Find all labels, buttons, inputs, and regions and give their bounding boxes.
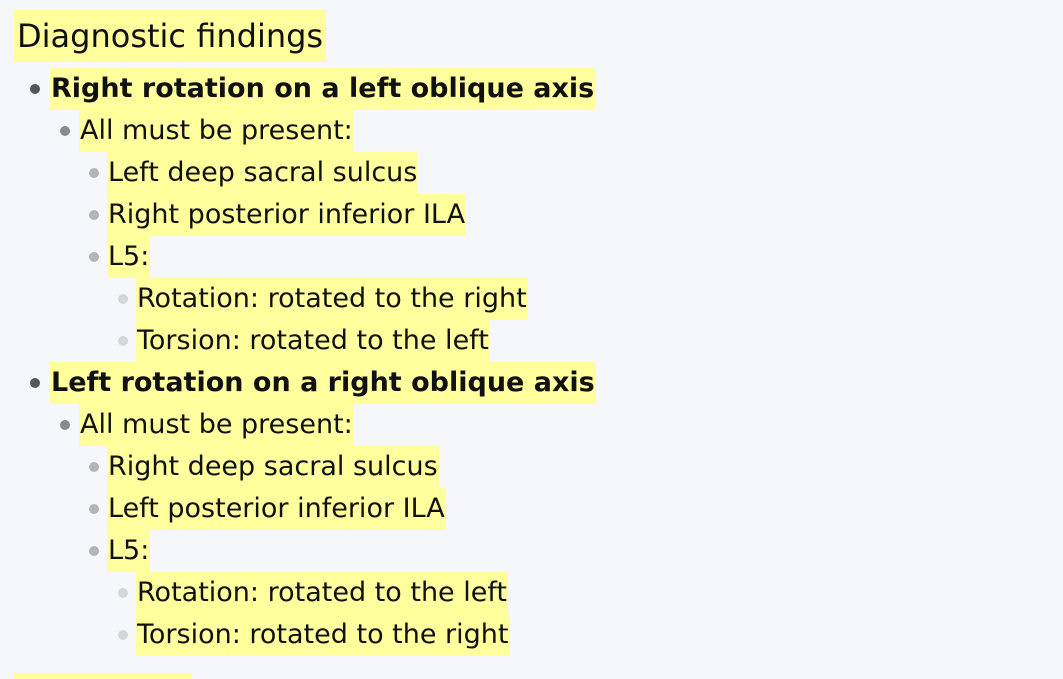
list-item-text: Right deep sacral sulcus [107,446,439,488]
list-item: Right rotation on a left oblique axis [30,68,596,110]
list-item-text: Torsion: rotated to the right [136,614,510,656]
bullet-icon [118,588,128,598]
bullet-icon [89,504,99,514]
list-item-text: Left rotation on a right oblique axis [50,362,596,404]
list-item: Left posterior inferior ILA [89,488,446,530]
bullet-icon [60,420,70,430]
list-item-text: Right posterior inferior ILA [107,194,467,236]
list-item-text: All must be present: [79,404,354,446]
bullet-icon [89,210,99,220]
list-item: L5: [89,530,151,572]
list-item: Torsion: rotated to the left [118,320,490,362]
list-item-text: Rotation: rotated to the left [136,572,508,614]
list-item: Rotation: rotated to the left [118,572,508,614]
bullet-icon [118,630,128,640]
bullet-icon [118,294,128,304]
list-item: All must be present: [60,404,354,446]
list-item: Torsion: rotated to the right [118,614,510,656]
list-item: Right deep sacral sulcus [89,446,439,488]
list-item: Left rotation on a right oblique axis [30,362,596,404]
list-item: All must be present: [60,110,354,152]
bullet-icon [30,378,40,388]
list-item-text: L5: [107,530,151,572]
list-item: Right posterior inferior ILA [89,194,467,236]
list-item: Left deep sacral sulcus [89,152,419,194]
list-item-text: Rotation: rotated to the right [136,278,528,320]
section-heading: Diagnostic findings [14,10,327,62]
bullet-icon [30,84,40,94]
bullet-icon [89,462,99,472]
bullet-icon [89,168,99,178]
bullet-icon [60,126,70,136]
list-item-text: Left posterior inferior ILA [107,488,446,530]
bullet-icon [89,252,99,262]
list-item-text: L5: [107,236,151,278]
next-heading-highlight [14,673,192,679]
list-item-text: All must be present: [79,110,354,152]
list-item-text: Torsion: rotated to the left [136,320,490,362]
list-item-text: Left deep sacral sulcus [107,152,419,194]
list-item: L5: [89,236,151,278]
list-item: Rotation: rotated to the right [118,278,528,320]
bullet-icon [118,336,128,346]
bullet-icon [89,546,99,556]
list-item-text: Right rotation on a left oblique axis [50,68,596,110]
